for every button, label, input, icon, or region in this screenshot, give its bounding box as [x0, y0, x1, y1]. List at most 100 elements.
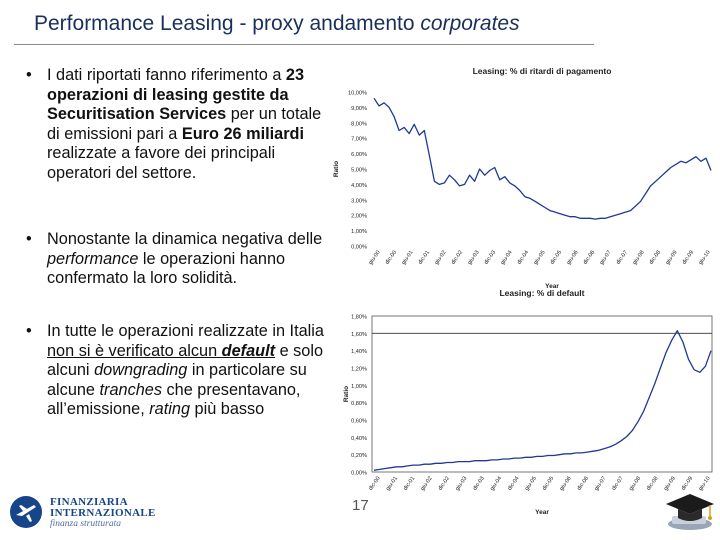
x-tick-label: giu-06 — [566, 250, 580, 266]
x-tick-label: giu-02 — [420, 476, 434, 492]
bullet-item-3: • In tutte le operazioni realizzate in I… — [20, 322, 325, 420]
x-tick-label: dic-05 — [549, 250, 563, 266]
bullet-dot: • — [26, 322, 32, 340]
x-tick-label: giu-03 — [467, 250, 481, 266]
chart-title: Leasing: % di ritardi di pagamento — [473, 66, 612, 76]
x-tick-label: dic-06 — [582, 250, 596, 266]
bullet-text-part: tranches — [99, 380, 162, 399]
x-tick-label: giu-01 — [385, 476, 399, 492]
x-tick-label: giu-08 — [632, 250, 646, 266]
bullet-text-part: Nonostante la dinamica negativa delle — [47, 230, 323, 248]
y-axis-label: Ratio — [343, 386, 350, 402]
x-tick-label: dic-05 — [542, 476, 556, 492]
x-axis-label: Year — [535, 509, 549, 516]
x-tick-label: dic-09 — [681, 250, 695, 266]
x-tick-label: giu-04 — [489, 476, 503, 492]
logo-line-3: finanza strutturata — [50, 519, 121, 529]
y-tick-label: 1,60% — [351, 332, 367, 338]
x-tick-label: dic-03 — [472, 476, 486, 492]
x-tick-label: dic-03 — [483, 250, 497, 266]
y-tick-label: 4,00% — [351, 183, 367, 189]
x-tick-label: giu-05 — [533, 250, 547, 266]
y-tick-label: 10,00% — [348, 91, 367, 97]
x-tick-label: giu-03 — [455, 476, 469, 492]
x-tick-label: giu-05 — [524, 476, 538, 492]
x-tick-label: dic-08 — [646, 476, 660, 492]
bullet-text: In tutte le operazioni realizzate in Ita… — [47, 322, 325, 420]
bullet-text-part: realizzate a favore dei principali opera… — [47, 144, 276, 182]
bullet-text-part: in particolare su alcune — [47, 361, 307, 399]
x-tick-label: dic-02 — [450, 250, 464, 266]
bullet-text: I dati riportati fanno riferimento a 23 … — [47, 66, 325, 183]
y-tick-label: 1,80% — [351, 315, 367, 321]
y-tick-label: 0,00% — [351, 245, 367, 251]
bullet-text: Nonostante la dinamica negativa delle pe… — [47, 230, 325, 289]
bullet-text-part: rating — [149, 400, 190, 418]
bullet-dot: • — [26, 66, 32, 84]
y-tick-label: 0,40% — [351, 436, 367, 442]
x-tick-label: dic-04 — [516, 250, 530, 266]
y-tick-label: 0,20% — [351, 453, 367, 459]
y-axis-label: Ratio — [333, 161, 340, 177]
y-tick-label: 1,00% — [351, 229, 367, 235]
bullet-text-part: che presentavano, all’emissione, — [47, 380, 301, 419]
x-tick-label: dic-07 — [611, 476, 625, 492]
chart-ritardi-svg: Leasing: % di ritardi di pagamento 0,00% 1… — [333, 66, 712, 290]
x-axis-label: Year — [545, 283, 559, 290]
y-tick-label: 2,00% — [351, 214, 367, 220]
bullet-text-part: 23 operazioni di leasing gestite da Secu… — [47, 66, 305, 123]
x-tick-label: dic-04 — [507, 476, 521, 492]
x-tick-label: dic-00 — [384, 250, 398, 266]
x-tick-label: dic-08 — [648, 250, 662, 266]
y-tick-label: 0,60% — [351, 419, 367, 425]
x-tick-label: giu-07 — [594, 476, 608, 492]
y-tick-label: 1,20% — [351, 367, 367, 373]
bullet-text-part: Euro 26 miliardi — [181, 124, 304, 143]
x-tick-label: giu-07 — [599, 250, 613, 266]
x-tick-label: dic-07 — [615, 250, 629, 266]
bullet-text-part: non si è verificato alcun — [47, 341, 222, 360]
y-tick-label: 1,40% — [351, 349, 367, 355]
bullet-text-part: per un totale di emissioni pari a — [47, 105, 322, 143]
chart-default-svg: Leasing: % di default 0,00% 0,20% 0,40% 0,60… — [343, 288, 713, 516]
bullet-dot: • — [26, 230, 32, 248]
plot-frame — [372, 92, 712, 246]
plot-frame — [371, 315, 713, 473]
x-tick-label: giu-09 — [665, 250, 679, 266]
y-tick-label: 0,80% — [351, 401, 367, 407]
x-tick-label: giu-01 — [401, 250, 415, 266]
bullet-text-part: le operazioni hanno confermato la loro s… — [47, 249, 286, 288]
x-tick-label: dic-06 — [576, 476, 590, 492]
y-tick-label: 5,00% — [351, 168, 367, 174]
bullet-text-part: performance — [47, 249, 139, 268]
chart-title: Leasing: % di default — [499, 288, 584, 298]
x-tick-label: giu-00 — [368, 250, 382, 266]
x-tick-label: giu-10 — [698, 250, 712, 266]
y-tick-label: 0,00% — [351, 471, 367, 477]
x-tick-label: giu-06 — [559, 476, 573, 492]
y-tick-label: 6,00% — [351, 152, 367, 158]
page-number: 17 — [352, 497, 369, 514]
x-tick-label: giu-04 — [500, 250, 514, 266]
bullet-item-2: • Nonostante la dinamica negativa delle … — [20, 230, 325, 289]
bullet-text-part: e solo alcuni — [47, 341, 324, 380]
x-tick-label: dic-01 — [403, 476, 417, 492]
slide-title-plain: Performance Leasing - proxy andamento — [34, 12, 421, 35]
logo-line-1: FINANZIARIA — [50, 496, 128, 508]
x-tick-label: dic-00 — [368, 476, 382, 492]
y-tick-label: 3,00% — [351, 198, 367, 204]
slide-title: Performance Leasing - proxy andamento co… — [34, 12, 520, 36]
chart-default: Leasing: % di default 0,00% 0,20% 0,40% 0,60… — [328, 284, 718, 518]
bullet-text-part: I dati riportati fanno riferimento a — [47, 66, 286, 84]
logo-line-2: INTERNAZIONALE — [50, 507, 156, 519]
x-tick-label: giu-08 — [628, 476, 642, 492]
bullet-text-part: In tutte le operazioni realizzate in Ita… — [47, 322, 324, 340]
bullet-text-part: downgrading — [94, 361, 188, 379]
company-logo: FINANZIARIA INTERNAZIONALE finanza strut… — [10, 494, 160, 530]
y-tick-label: 8,00% — [351, 121, 367, 127]
bullet-text-part: più basso — [190, 400, 265, 418]
graduation-cap-icon — [662, 490, 716, 534]
title-divider — [14, 44, 594, 45]
bullet-item-1: • I dati riportati fanno riferimento a 2… — [20, 66, 325, 183]
airplane-globe-logo-icon — [10, 496, 42, 528]
